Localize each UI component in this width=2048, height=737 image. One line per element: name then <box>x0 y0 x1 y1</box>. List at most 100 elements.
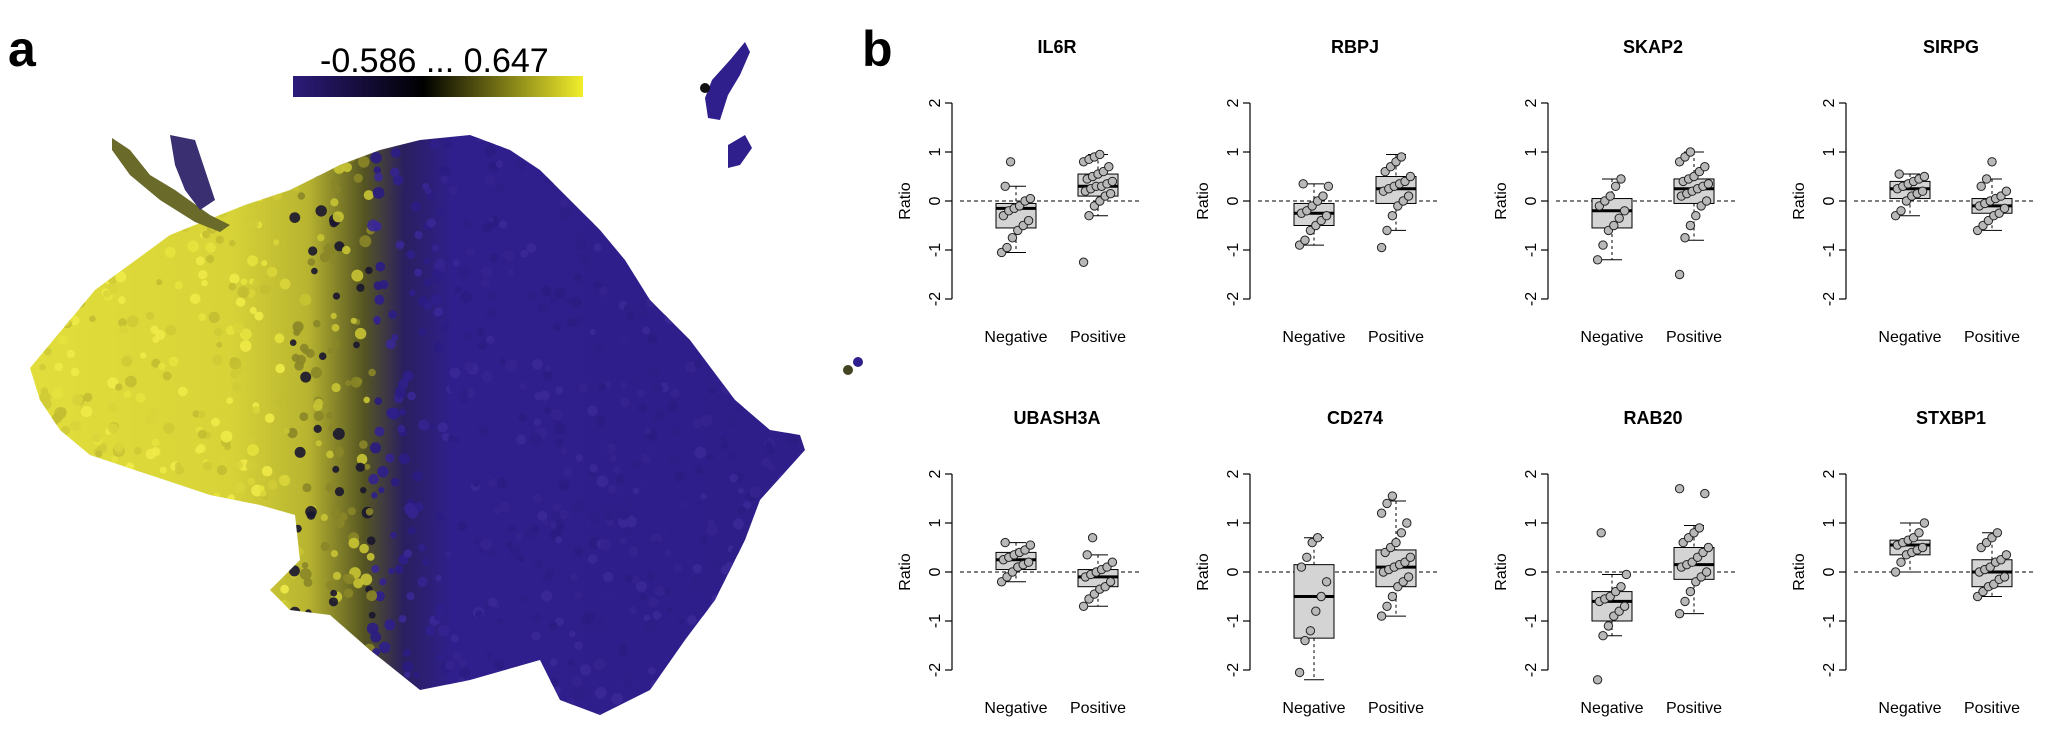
embedding-cell-point <box>751 218 761 228</box>
embedding-cell-point <box>448 185 458 195</box>
embedding-cell-point <box>625 311 635 320</box>
embedding-cell-point <box>326 581 335 590</box>
data-point <box>1082 550 1092 560</box>
embedding-cell-point <box>664 719 671 726</box>
embedding-cell-point <box>731 350 742 361</box>
embedding-cell-point <box>258 175 267 184</box>
embedding-cell-point <box>409 289 416 296</box>
embedding-cell-point <box>126 315 139 328</box>
embedding-cell-point <box>736 565 747 576</box>
embedding-cell-point <box>86 568 95 577</box>
embedding-cell-point <box>214 327 223 337</box>
embedding-cell-point <box>210 592 218 600</box>
embedding-cell-point <box>212 614 224 626</box>
embedding-cell-point <box>545 567 555 577</box>
embedding-cell-point <box>30 258 34 269</box>
embedding-cell-point <box>526 243 537 253</box>
embedding-cell-point <box>89 266 99 276</box>
embedding-cell-point <box>299 693 311 705</box>
embedding-cell-point <box>246 444 259 456</box>
embedding-cell-point <box>227 494 235 502</box>
embedding-cell-point <box>624 574 633 583</box>
embedding-cell-point <box>326 412 334 420</box>
embedding-cell-point <box>54 689 64 699</box>
embedding-cell-point <box>736 581 748 593</box>
embedding-cell-point <box>679 218 687 226</box>
embedding-cell-point <box>532 613 541 622</box>
embedding-cell-point <box>418 701 426 708</box>
embedding-cell-point <box>485 175 496 186</box>
embedding-cell-point <box>75 170 87 181</box>
embedding-cell-point <box>41 336 50 345</box>
embedding-cell-point <box>342 245 351 255</box>
embedding-cell-point <box>159 172 168 181</box>
embedding-cell-point <box>106 253 117 264</box>
embedding-cell-point <box>779 295 787 302</box>
embedding-cell-point <box>121 576 131 585</box>
embedding-cell-point <box>602 571 614 583</box>
embedding-cell-point <box>289 212 301 224</box>
embedding-cell-point <box>666 264 678 277</box>
embedding-plot <box>30 42 863 726</box>
embedding-cell-point <box>216 398 228 411</box>
embedding-cell-point <box>768 184 778 194</box>
embedding-cell-point <box>86 689 93 696</box>
embedding-cell-point <box>639 340 647 348</box>
embedding-cell-point <box>707 453 714 461</box>
embedding-cell-point <box>299 568 312 580</box>
embedding-cell-point <box>103 525 113 535</box>
embedding-cell-point <box>649 180 659 190</box>
x-category-label: Positive <box>1666 329 1722 346</box>
embedding-cell-point <box>37 121 49 133</box>
embedding-cell-point <box>240 699 248 708</box>
embedding-cell-point <box>725 658 737 670</box>
embedding-cell-point <box>30 401 32 410</box>
embedding-cell-point <box>67 470 78 481</box>
embedding-cell-point <box>114 493 123 501</box>
embedding-cell-point <box>238 162 246 170</box>
embedding-cell-point <box>492 644 500 652</box>
embedding-cell-point <box>226 397 234 404</box>
embedding-cell-point <box>72 482 83 493</box>
embedding-cell-point <box>315 440 322 447</box>
embedding-cell-point <box>146 705 159 715</box>
embedding-cell-point <box>121 356 133 367</box>
embedding-cell-point <box>275 634 286 646</box>
embedding-cell-point <box>173 698 184 709</box>
embedding-cell-point <box>281 600 292 611</box>
embedding-cell-point <box>701 319 708 326</box>
embedding-cell-point <box>657 235 664 242</box>
embedding-cell-point <box>637 698 649 710</box>
embedding-cell-point <box>759 579 771 590</box>
embedding-cell-point <box>743 383 751 391</box>
embedding-cell-point <box>704 138 714 149</box>
embedding-cell-point <box>30 434 31 441</box>
embedding-cell-point <box>678 617 685 624</box>
embedding-cell-point <box>140 193 149 202</box>
embedding-cell-point <box>333 340 341 348</box>
embedding-cell-point <box>787 692 798 703</box>
x-category-label: Negative <box>984 700 1047 717</box>
embedding-cell-point <box>443 139 453 149</box>
embedding-cell-point <box>705 343 713 351</box>
embedding-cell-point <box>743 177 755 189</box>
embedding-cell-point <box>616 488 625 496</box>
data-point <box>1000 537 1010 548</box>
y-tick-label: 0 <box>1821 196 1838 205</box>
embedding-island-top <box>705 42 750 120</box>
embedding-cell-point <box>197 379 205 387</box>
embedding-cell-point <box>531 631 541 641</box>
embedding-outlier-2 <box>843 365 853 375</box>
embedding-cell-point <box>807 413 816 422</box>
embedding-cell-point <box>757 156 764 163</box>
embedding-cell-point <box>559 509 569 520</box>
embedding-cell-point <box>369 127 377 135</box>
embedding-cell-point <box>258 485 265 492</box>
embedding-cell-point <box>535 135 546 139</box>
embedding-cell-point <box>31 597 42 609</box>
embedding-cell-point <box>398 453 410 465</box>
embedding-cell-point <box>113 211 126 223</box>
embedding-cell-point <box>550 408 563 421</box>
data-point <box>1105 188 1116 199</box>
embedding-cell-point <box>206 255 215 264</box>
